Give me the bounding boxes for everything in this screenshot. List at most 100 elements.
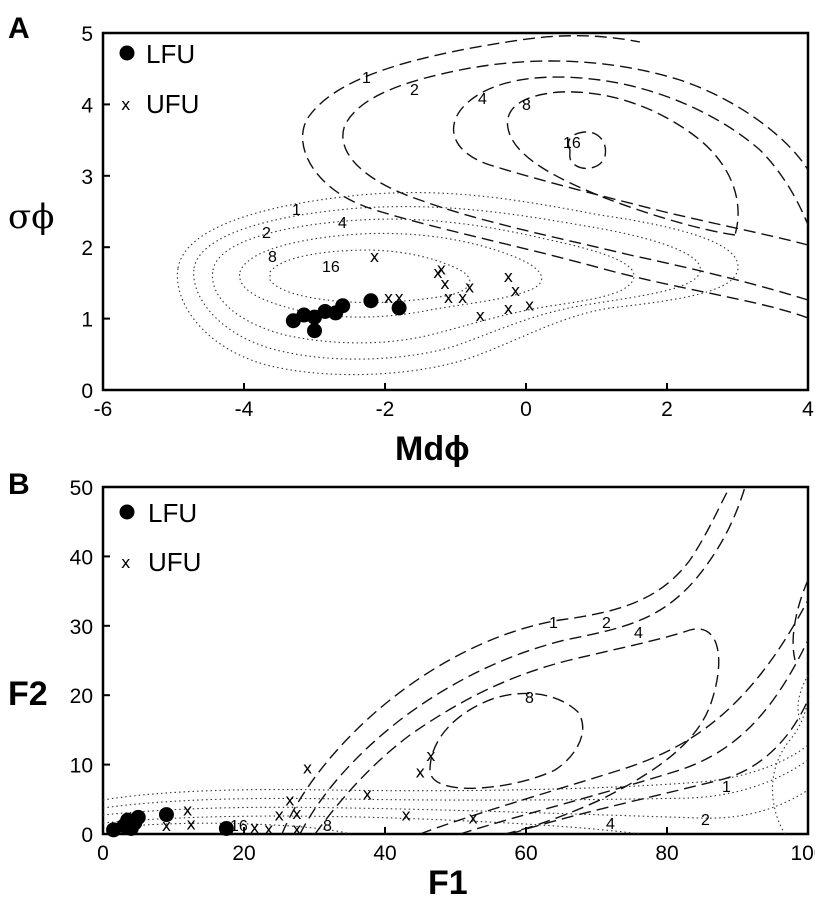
y-tick-label: 0 <box>81 824 93 847</box>
legend-label-lfu: LFU <box>146 39 195 69</box>
contour-label: 4 <box>634 625 643 642</box>
dashed-contour-8 <box>792 579 809 661</box>
lfu-point <box>158 807 174 823</box>
contour-label: 8 <box>525 690 534 707</box>
ufu-point: x <box>468 808 477 827</box>
lfu-point <box>307 323 322 339</box>
ufu-point: x <box>525 295 534 314</box>
x-tick-label: 40 <box>373 842 396 865</box>
panel-b: B 1 2 4 8 1 <box>8 468 815 902</box>
ufu-point: x <box>370 247 379 266</box>
dotted-contour-2 <box>193 206 701 360</box>
ufu-point: x <box>511 281 520 300</box>
x-tick-label: 100 <box>790 842 815 865</box>
lfu-point <box>363 293 379 309</box>
x-tick-label: -4 <box>235 398 254 421</box>
panel-b-dashed-contours <box>281 486 809 835</box>
panel-a-dotted-contours <box>176 192 739 376</box>
panel-b-ticks: 0 20 40 60 80 100 0 10 20 30 40 50 <box>70 477 815 865</box>
ufu-point: x <box>458 288 467 307</box>
dashed-contour-1 <box>301 35 809 319</box>
y-tick-label: 2 <box>81 237 93 260</box>
y-tick-label: 10 <box>70 755 93 778</box>
ufu-point: x <box>292 819 301 838</box>
x-axis-title-b: F1 <box>428 864 468 902</box>
panel-b-contour-labels: 1 2 4 8 1 2 4 8 16 <box>230 615 731 835</box>
y-tick-label: 0 <box>81 380 93 403</box>
y-axis-title-a: σϕ <box>8 197 54 237</box>
legend-dot-marker <box>119 45 135 61</box>
y-axis-title-b: F2 <box>8 675 48 713</box>
contour-label: 16 <box>322 259 340 276</box>
panel-b-dotted-contours <box>102 674 809 835</box>
contour-label: 2 <box>262 225 271 242</box>
contour-label: 16 <box>563 135 581 152</box>
legend-x-marker: x <box>121 95 130 114</box>
panel-a-ticks: -6 -4 -2 0 2 4 0 1 2 3 4 5 <box>81 23 814 421</box>
ufu-point: x <box>433 263 442 282</box>
legend-x-marker: x <box>121 553 130 572</box>
dashed-contour-6 <box>459 639 809 835</box>
ufu-point: x <box>285 790 294 809</box>
dotted-contour-1 <box>176 192 739 376</box>
ufu-point: x <box>250 818 259 837</box>
contour-label: 2 <box>602 615 611 632</box>
dashed-contour-2 <box>342 60 809 301</box>
contour-label: 8 <box>323 818 332 835</box>
panel-label-b: B <box>8 468 30 501</box>
x-tick-label: 4 <box>802 398 814 421</box>
x-tick-label: 60 <box>514 842 537 865</box>
x-tick-label: 0 <box>97 842 109 865</box>
dotted-contour-2 <box>102 759 809 809</box>
ufu-point: x <box>416 763 425 782</box>
legend-label-ufu: UFU <box>146 89 199 119</box>
x-tick-label: 80 <box>655 842 678 865</box>
lfu-point <box>335 298 351 314</box>
x-tick-label: 20 <box>232 842 255 865</box>
dotted-contour-outer <box>772 699 809 835</box>
dotted-contour-3 <box>211 218 635 344</box>
ufu-point: x <box>186 815 195 834</box>
y-tick-label: 50 <box>70 477 93 500</box>
ufu-point: x <box>292 804 301 823</box>
contour-label: 8 <box>522 97 531 114</box>
contour-label: 1 <box>549 615 558 632</box>
ufu-point: x <box>504 299 513 318</box>
ufu-point: x <box>426 746 435 765</box>
ufu-point: x <box>183 801 192 820</box>
dotted-contour-5 <box>102 822 351 835</box>
y-tick-label: 40 <box>70 546 93 569</box>
dashed-contour-4 <box>429 692 584 790</box>
lfu-point <box>218 820 234 836</box>
dotted-contour-outer-2 <box>797 674 809 721</box>
contour-label: 4 <box>606 816 615 833</box>
ufu-point: x <box>303 758 312 777</box>
lfu-point <box>130 809 146 825</box>
panel-b-legend: LFU x UFU <box>119 498 201 577</box>
legend-dot-marker <box>119 504 135 520</box>
dashed-contour-5 <box>419 599 809 835</box>
ufu-point: x <box>504 267 513 286</box>
y-tick-label: 4 <box>81 94 93 117</box>
x-tick-label: -2 <box>376 398 395 421</box>
dashed-contour-7 <box>509 699 809 835</box>
ufu-point: x <box>475 306 484 325</box>
dotted-contour-1 <box>102 744 809 801</box>
ufu-point: x <box>275 806 284 825</box>
lfu-point <box>391 300 407 316</box>
dashed-contour-4 <box>506 91 739 236</box>
ufu-point: x <box>384 288 393 307</box>
panel-a-frame <box>101 31 810 392</box>
panel-a-contour-labels: 1 2 4 8 16 1 2 4 8 16 <box>262 70 581 276</box>
y-tick-label: 1 <box>81 309 93 332</box>
y-tick-label: 3 <box>81 166 93 189</box>
contour-label: 1 <box>722 779 731 796</box>
legend-label-ufu: UFU <box>148 547 201 577</box>
panel-a-legend: LFU x UFU <box>119 39 199 119</box>
x-tick-label: -6 <box>94 398 113 421</box>
panel-label-a: A <box>8 12 30 45</box>
ufu-point: x <box>465 277 474 296</box>
contour-label: 2 <box>701 812 710 829</box>
